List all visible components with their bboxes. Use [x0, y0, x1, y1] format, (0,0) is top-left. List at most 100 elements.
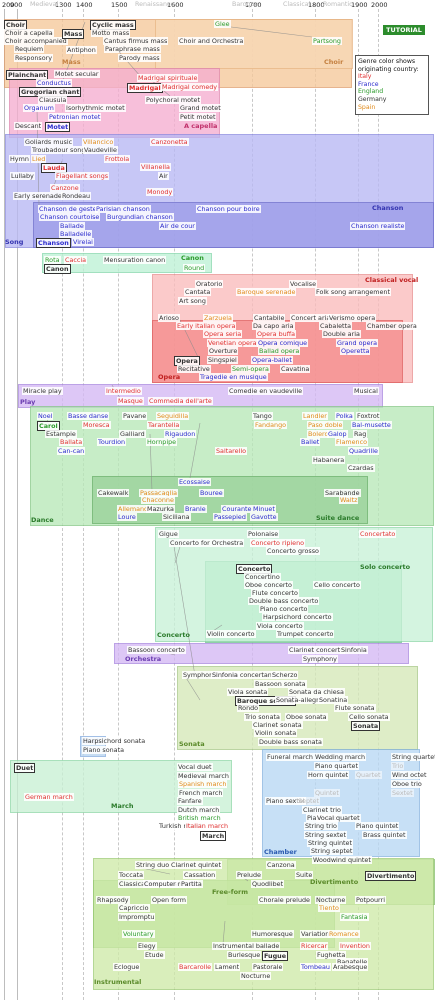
genre-descant[interactable]: Descant [14, 122, 43, 130]
genre-seguidilla[interactable]: Seguidilla [156, 412, 190, 420]
genre-glee[interactable]: Glee [214, 20, 231, 28]
genre-cabaletta[interactable]: Cabaletta [319, 322, 352, 330]
genre-sextet[interactable]: Sextet [391, 789, 414, 797]
genre-requiem[interactable]: Requiem [14, 45, 45, 53]
genre-harpsichord-concerto[interactable]: Harpsichord concerto [262, 613, 333, 621]
genre-ballet[interactable]: Ballet [300, 438, 321, 446]
genre-zarzuela[interactable]: Zarzuela [203, 314, 233, 322]
genre-clarinet-sonata[interactable]: Clarinet sonata [252, 721, 303, 729]
genre-tiento[interactable]: Tiento [318, 904, 340, 912]
genre-violin-concerto[interactable]: Violin concerto [206, 630, 256, 638]
genre-piano-sonata[interactable]: Piano sonata [82, 746, 126, 754]
genre-minuet[interactable]: Minuet [252, 505, 276, 513]
genre-british-march[interactable]: British march [177, 814, 222, 822]
genre-bolero[interactable]: Bolero [307, 430, 330, 438]
genre-instrumental-ballade[interactable]: Instrumental ballade [212, 942, 281, 950]
genre-symphony[interactable]: Symphony [302, 655, 338, 663]
genre-ballad-opera[interactable]: Ballad opera [258, 347, 301, 355]
genre-fugue[interactable]: Fugue [262, 951, 289, 961]
genre-noel[interactable]: Noel [37, 412, 54, 420]
genre-quartet[interactable]: Quartet [355, 771, 382, 779]
genre-hornpipe[interactable]: Hornpipe [146, 438, 178, 446]
genre-early-serenade[interactable]: Early serenade [13, 192, 63, 200]
genre-oboe-concerto[interactable]: Oboe concerto [244, 581, 293, 589]
genre-moresca[interactable]: Moresca [82, 421, 111, 429]
genre-rondo[interactable]: Rondo [237, 704, 260, 712]
genre-verismo-opera[interactable]: Verismo opera [328, 314, 377, 322]
genre-petit-motet[interactable]: Petit motet [179, 113, 217, 121]
genre-elegy[interactable]: Elegy [137, 942, 157, 950]
genre-responsory[interactable]: Responsory [14, 54, 54, 62]
genre-double-aria[interactable]: Double aria [322, 330, 361, 338]
genre-dutch-march[interactable]: Dutch march [177, 806, 221, 814]
genre-bassoon-sonata[interactable]: Bassoon sonata [254, 680, 307, 688]
genre-bassoon-concerto[interactable]: Bassoon concerto [127, 646, 186, 654]
genre-galop[interactable]: Galop [327, 430, 348, 438]
genre-paso-doble[interactable]: Paso doble [307, 421, 344, 429]
genre-villanella[interactable]: Villanella [140, 163, 171, 171]
genre-canon[interactable]: Canon [44, 264, 71, 274]
genre-venetian-opera[interactable]: Venetian opera [207, 339, 258, 347]
tutorial-button[interactable]: TUTORIAL [383, 25, 425, 35]
genre-madrigal[interactable]: Madrigal [127, 83, 163, 93]
genre-medieval-march[interactable]: Medieval march [177, 772, 230, 780]
genre-siciliana[interactable]: Siciliana [162, 513, 191, 521]
genre-viola-sonata[interactable]: Viola sonata [227, 688, 269, 696]
genre-can-can[interactable]: Can-can [57, 447, 86, 455]
genre-concert-aria[interactable]: Concert aria [290, 314, 332, 322]
genre-tourdion[interactable]: Tourdion [97, 438, 127, 446]
genre-polonaise[interactable]: Polonaise [247, 530, 280, 538]
genre-mass[interactable]: Mass [62, 29, 85, 39]
genre-sarabande[interactable]: Sarabande [324, 489, 361, 497]
genre-plainchant[interactable]: Plainchant [6, 70, 49, 80]
genre-monody[interactable]: Monody [146, 188, 174, 196]
genre-sinfonia-concertante[interactable]: Sinfonia concertante [211, 671, 280, 679]
genre-ballata[interactable]: Ballata [59, 438, 84, 446]
genre-clarinet-trio[interactable]: Clarinet trio [302, 806, 342, 814]
genre-cantabile[interactable]: Cantabile [253, 314, 286, 322]
genre-burlesque[interactable]: Burlesque [227, 951, 262, 959]
genre-organum[interactable]: Organum [23, 104, 55, 112]
genre-symphonic-poem[interactable]: Symphonic poem [182, 671, 240, 679]
genre-burgundian-chanson[interactable]: Burgundian chanson [106, 213, 174, 221]
genre-vocal-duet[interactable]: Vocal duet [177, 763, 213, 771]
genre-woodwind-quintet[interactable]: Woodwind quintet [312, 856, 372, 864]
genre-concerto-grosso[interactable]: Concerto grosso [266, 547, 320, 555]
genre-trio-sonata[interactable]: Trio sonata [244, 713, 281, 721]
genre-bal-musette[interactable]: Bal-musette [351, 421, 392, 429]
genre-madrigal-comedy[interactable]: Madrigal comedy [161, 83, 219, 91]
genre-hymn[interactable]: Hymn [9, 155, 30, 163]
genre-rag[interactable]: Rag [353, 430, 368, 438]
genre-trumpet-concerto[interactable]: Trumpet concerto [276, 630, 335, 638]
genre-clausula[interactable]: Clausula [38, 96, 68, 104]
genre-clarinet-concerto[interactable]: Clarinet concerto [288, 646, 346, 654]
genre-chanson-courtoise[interactable]: Chanson courtoise [39, 213, 101, 221]
genre-masque[interactable]: Masque [117, 397, 144, 405]
genre-estampie[interactable]: Estampie [45, 430, 77, 438]
genre-troubadour-song[interactable]: Troubadour song [31, 146, 87, 154]
genre-overture[interactable]: Overture [208, 347, 239, 355]
genre-miracle-play[interactable]: Miracle play [22, 387, 63, 395]
genre-cello-concerto[interactable]: Cello concerto [313, 581, 361, 589]
genre-vocal-quartet[interactable]: Vocal quartet [316, 814, 361, 822]
genre-tragedie-en-musique[interactable]: Tragedie en musique [199, 373, 268, 381]
genre-double-bass-sonata[interactable]: Double bass sonata [258, 738, 323, 746]
genre-funeral-march[interactable]: Funeral march [266, 753, 314, 761]
genre-allemande[interactable]: Allemande [117, 505, 154, 513]
genre-caccia[interactable]: Caccia [64, 256, 88, 264]
genre-concertato[interactable]: Concertato [359, 530, 397, 538]
genre-gigue[interactable]: Gigue [158, 530, 179, 538]
genre-operetta[interactable]: Operetta [340, 347, 371, 355]
genre-choir-and-orchestra[interactable]: Choir and Orchestra [178, 37, 245, 45]
genre-italian-march[interactable]: Italian march [185, 822, 230, 830]
genre-potpourri[interactable]: Potpourri [355, 896, 386, 904]
genre-bouree[interactable]: Bouree [199, 489, 224, 497]
genre-concertino[interactable]: Concertino [244, 573, 281, 581]
genre-pastorale[interactable]: Pastorale [252, 963, 284, 971]
genre-madrigal-spirituale[interactable]: Madrigal spirituale [137, 74, 199, 82]
genre-concerto-for-orchestra[interactable]: Concerto for Orchestra [169, 539, 245, 547]
genre-da-capo-aria[interactable]: Da capo aria [252, 322, 295, 330]
genre-divertimento[interactable]: Divertimento [365, 871, 417, 881]
genre-string-quartet[interactable]: String quartet [391, 753, 435, 761]
genre-march[interactable]: March [200, 831, 227, 841]
